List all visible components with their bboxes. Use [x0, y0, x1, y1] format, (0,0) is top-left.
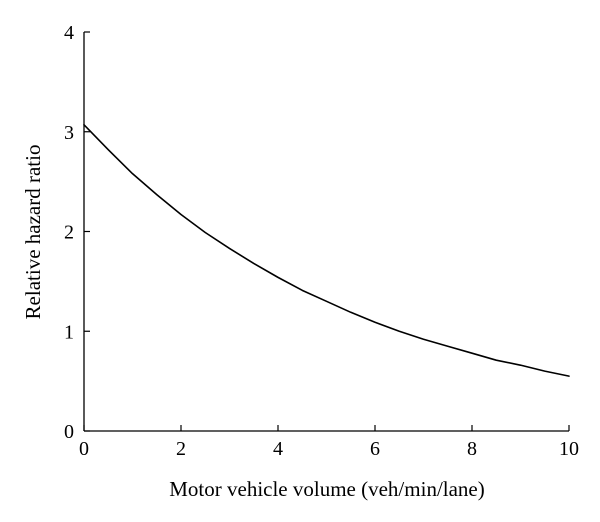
series-line: [83, 123, 570, 377]
y-tick-label: 0: [64, 421, 74, 443]
y-axis-label: Relative hazard ratio: [21, 145, 45, 320]
y-tick-label: 1: [64, 321, 74, 343]
x-tick-label: 6: [370, 438, 380, 460]
y-tick-label: 4: [64, 22, 74, 44]
x-tick-label: 8: [467, 438, 477, 460]
x-tick-label: 10: [559, 438, 579, 460]
x-axis-label: Motor vehicle volume (veh/min/lane): [169, 477, 485, 501]
y-tick-label: 3: [64, 122, 74, 144]
series-layer: [83, 123, 570, 377]
y-tick-label: 2: [64, 222, 74, 244]
ticks: 0 2 4 6 8 10 0 1 2 3 4: [64, 22, 579, 460]
x-tick-label: 4: [273, 438, 283, 460]
axes: [83, 32, 569, 432]
x-tick-label: 2: [176, 438, 186, 460]
x-tick-label: 0: [79, 438, 89, 460]
